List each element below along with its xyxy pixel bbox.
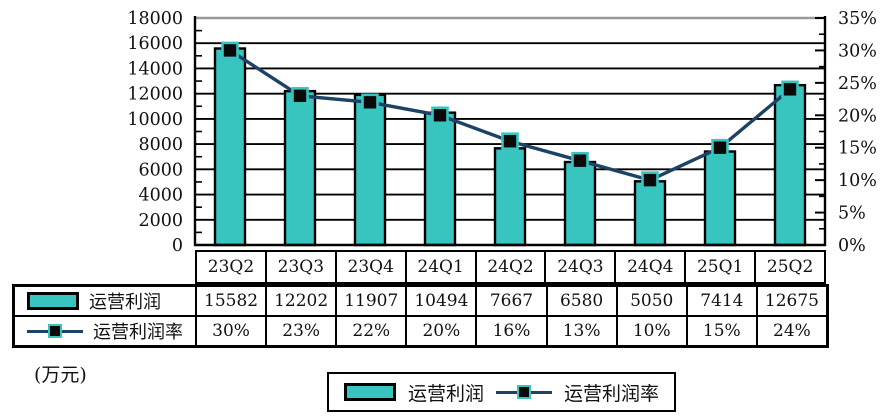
category-label: 24Q2 [474, 250, 547, 284]
table-cell: 22% [335, 317, 405, 345]
right-axis-tick: 20% [838, 106, 877, 126]
combo-chart: 18000 16000 14000 12000 10000 8000 6000 4000 200… [127, 9, 877, 256]
table-cell: 23% [265, 317, 335, 345]
table-cell: 16% [475, 317, 545, 345]
table-row: 运营利润率 30% 23% 22% 20% 16% 13% 10% 15% 24% [15, 315, 826, 345]
table-cell: 15% [685, 317, 756, 345]
category-label: 25Q1 [684, 250, 757, 284]
category-label: 24Q3 [544, 250, 617, 284]
right-axis-tick: 30% [838, 41, 877, 61]
table-cell: 5050 [615, 287, 686, 315]
left-axis-tick: 4000 [138, 186, 183, 206]
table-cell: 20% [405, 317, 475, 345]
table-cell: 10494 [405, 287, 475, 315]
bar-series-swatch-icon [27, 292, 79, 310]
table-row: 运营利润 15582 12202 11907 10494 7667 6580 5050 7414… [15, 287, 826, 315]
line-marker-25Q1 [711, 138, 729, 157]
table-cell: 30% [195, 317, 265, 345]
line-marker-23Q3 [291, 87, 309, 105]
bar-24Q2 [493, 147, 527, 247]
table-cell: 6580 [545, 287, 616, 315]
line-marker-24Q3 [571, 151, 589, 170]
bar-23Q2 [213, 47, 247, 247]
series-name: 运营利润 [89, 292, 161, 313]
line-series-key-icon [27, 324, 83, 339]
right-axis-tick: 25% [838, 74, 877, 94]
left-axis-tick: 14000 [127, 59, 183, 79]
category-label: 25Q2 [754, 250, 827, 284]
table-cell: 12675 [755, 287, 826, 315]
table-cell: 15582 [195, 287, 265, 315]
category-label: 24Q1 [404, 250, 477, 284]
line-marker-24Q2 [501, 132, 519, 151]
legend-label-line: 运营利润率 [564, 382, 660, 405]
bar-24Q4 [633, 180, 667, 247]
bar-24Q3 [563, 160, 597, 247]
category-label: 23Q2 [195, 250, 267, 284]
line-series-key-icon [496, 385, 552, 400]
category-axis-row: 23Q2 23Q3 23Q4 24Q1 24Q2 24Q3 24Q4 25Q1 25Q2 [195, 250, 827, 284]
category-label: 23Q4 [334, 250, 407, 284]
table-cell: 11907 [335, 287, 405, 315]
left-axis-tick: 2000 [138, 211, 183, 231]
bar-24Q1 [423, 111, 457, 247]
bar-23Q4 [353, 93, 387, 247]
chart-legend: 运营利润 运营利润率 [327, 372, 676, 412]
left-axis-tick: 18000 [127, 9, 183, 29]
line-marker-24Q4 [641, 171, 659, 189]
category-label: 23Q3 [264, 250, 337, 284]
left-axis-tick: 8000 [138, 135, 183, 155]
line-marker-23Q4 [361, 93, 379, 112]
left-axis-tick: 16000 [127, 34, 183, 54]
right-axis-tick: 5% [838, 204, 866, 224]
table-cell: 12202 [265, 287, 335, 315]
series-name: 运营利润率 [93, 322, 183, 343]
right-axis-tick: 0% [838, 236, 866, 256]
bar-25Q1 [703, 150, 737, 247]
line-marker-23Q2 [221, 41, 239, 60]
line-marker-25Q2 [781, 80, 799, 99]
table-row-label: 运营利润 [15, 287, 195, 315]
right-axis-tick: 15% [838, 139, 877, 159]
left-axis-tick: 10000 [127, 110, 183, 130]
chart-data-table: 运营利润 15582 12202 11907 10494 7667 6580 5050 7414… [12, 284, 829, 348]
table-cell: 10% [615, 317, 686, 345]
left-axis-tick: 12000 [127, 85, 183, 105]
table-cell: 7667 [475, 287, 545, 315]
right-axis-tick: 10% [838, 171, 877, 191]
line-marker-24Q1 [431, 106, 449, 125]
left-axis-tick: 0 [172, 236, 183, 256]
unit-label: (万元) [34, 364, 87, 386]
left-axis-tick: 6000 [138, 160, 183, 180]
table-cell: 24% [755, 317, 826, 345]
table-cell: 7414 [685, 287, 756, 315]
table-row-label: 运营利润率 [15, 317, 195, 345]
legend-label-bar: 运营利润 [407, 382, 484, 405]
right-axis-tick: 35% [838, 9, 877, 29]
bar-25Q2 [773, 83, 807, 247]
category-label: 24Q4 [614, 250, 687, 284]
bar-series-swatch-icon [343, 383, 396, 401]
table-cell: 13% [545, 317, 616, 345]
bar-23Q3 [283, 89, 317, 247]
